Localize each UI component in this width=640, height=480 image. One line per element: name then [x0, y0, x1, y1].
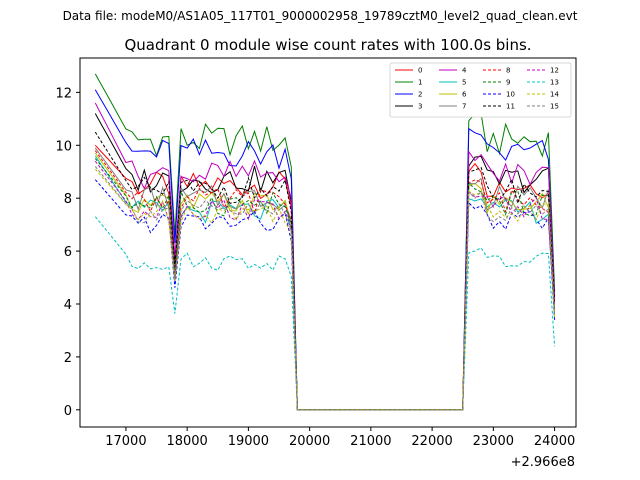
x-tick-label: 23000	[473, 434, 514, 449]
y-tick-label: 2	[64, 351, 72, 366]
x-axis: 17000 18000 19000 20000 21000 22000 23000 24000	[105, 427, 575, 449]
y-tick-label: 4	[64, 298, 72, 313]
y-tick-label: 10	[55, 139, 72, 154]
y-axis: 0 2 4 6 8 10 12	[55, 86, 80, 419]
legend-label-11: 11	[506, 103, 515, 111]
x-tick-label: 22000	[411, 434, 452, 449]
legend-label-6: 6	[462, 91, 467, 99]
x-offset-label: +2.966e8	[511, 455, 575, 470]
x-tick-label: 20000	[289, 434, 330, 449]
legend-label-3: 3	[418, 103, 422, 111]
legend-label-0: 0	[418, 67, 422, 75]
x-tick-label: 21000	[350, 434, 391, 449]
legend-label-1: 1	[418, 79, 422, 87]
series-line-14	[94, 168, 556, 411]
suptitle: Data file: modeM0/AS1A05_117T01_90000029…	[63, 9, 578, 23]
legend-label-2: 2	[418, 91, 422, 99]
chart-title: Quadrant 0 module wise count rates with …	[124, 36, 531, 54]
x-tick-label: 17000	[105, 434, 146, 449]
legend-label-13: 13	[550, 79, 559, 87]
legend-label-9: 9	[506, 79, 510, 87]
legend-label-12: 12	[550, 67, 559, 75]
plot-background	[80, 58, 576, 427]
y-tick-label: 6	[64, 245, 72, 260]
y-tick-label: 12	[55, 86, 72, 101]
series-line-15	[94, 166, 556, 411]
series-layer	[94, 73, 556, 411]
legend-box	[389, 62, 572, 118]
plot-frame	[79, 57, 577, 428]
legend-label-10: 10	[506, 91, 515, 99]
legend-label-7: 7	[462, 103, 466, 111]
plot-area	[79, 57, 577, 428]
legend-label-14: 14	[550, 91, 559, 99]
legend-label-8: 8	[506, 67, 510, 75]
y-tick-label: 8	[64, 192, 72, 207]
x-tick-label: 18000	[166, 434, 207, 449]
x-tick-label: 19000	[228, 434, 269, 449]
y-tick-label: 0	[64, 404, 72, 419]
legend-label-4: 4	[462, 67, 467, 75]
legend-label-5: 5	[462, 79, 466, 87]
series-line-12	[94, 160, 556, 411]
x-tick-label: 24000	[534, 434, 575, 449]
legend-label-15: 15	[550, 103, 559, 111]
